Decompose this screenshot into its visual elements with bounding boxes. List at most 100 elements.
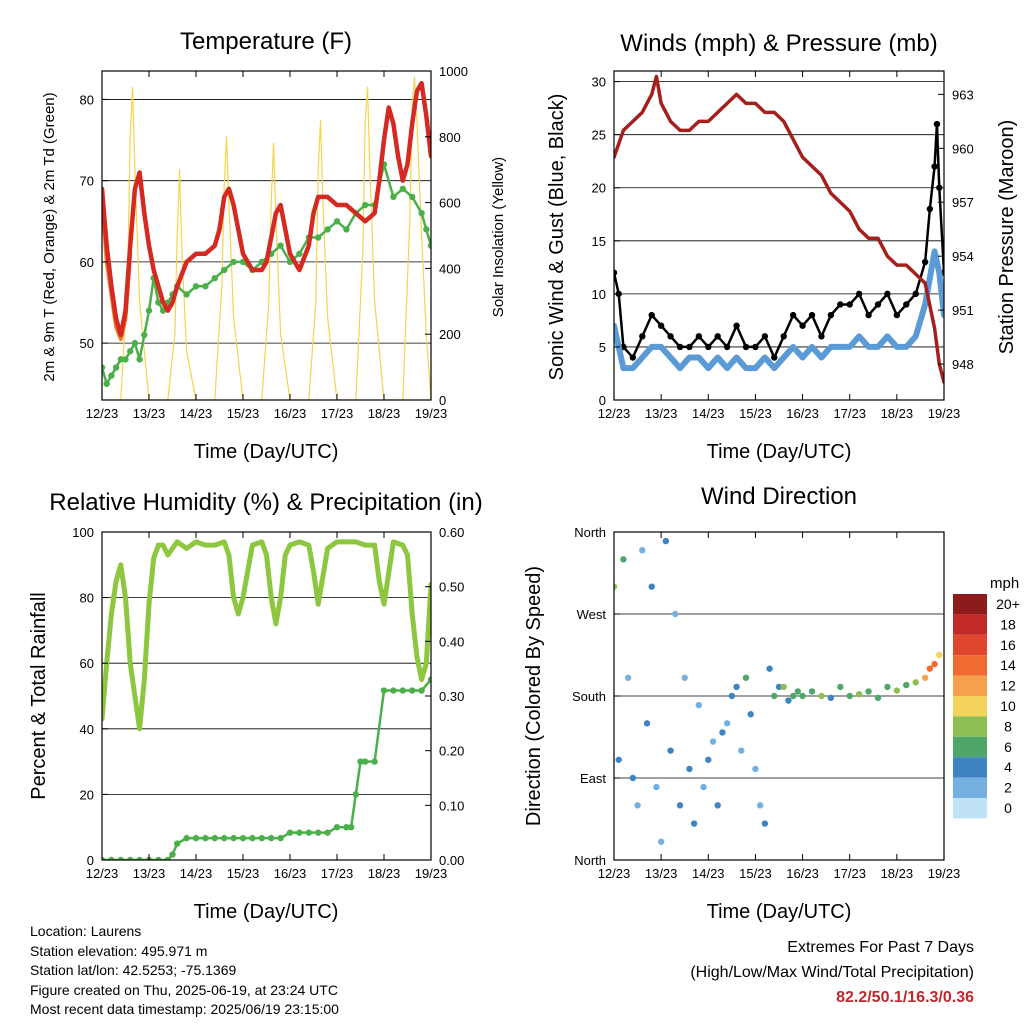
series-point [399, 687, 406, 694]
y-tick-label: 15 [592, 234, 606, 249]
winds-x-ticks: 12/23 13/23 14/23 15/23 16/23 17/23 18/23 19/23 [598, 71, 960, 421]
series-point [695, 333, 703, 340]
series-line [102, 539, 431, 732]
direction-point [808, 688, 816, 695]
temperature-x-label: Time (Day/UTC) [194, 441, 339, 463]
temperature-series [102, 76, 431, 400]
winds-y-label: Sonic Wind & Gust (Blue, Black) [546, 94, 568, 381]
legend-label: 6 [1004, 739, 1012, 755]
humidity-panel: Relative Humidity (%) & Precipitation (i… [28, 489, 483, 923]
series-point [268, 834, 275, 842]
direction-point [723, 720, 731, 727]
series-point [155, 856, 162, 860]
legend-swatch [953, 675, 987, 696]
y2-tick-label: 963 [952, 87, 974, 102]
legend-swatch [953, 696, 987, 717]
legend-swatch [953, 757, 987, 778]
series-point [192, 283, 200, 290]
direction-point [874, 694, 882, 702]
series-point [192, 834, 200, 842]
series-point [742, 343, 750, 351]
winds-y2-label: Station Pressure (Maroon) [996, 120, 1018, 355]
y-tick-label: 80 [80, 92, 94, 107]
series-point [239, 834, 247, 842]
series-point [714, 333, 721, 340]
series-point [324, 829, 331, 836]
direction-gridlines [614, 613, 944, 779]
series-point [136, 356, 143, 363]
series-point [117, 356, 125, 363]
series-point [112, 364, 120, 371]
direction-point [837, 683, 844, 691]
series-point [211, 834, 218, 842]
humidity-y-ticks: 0 20 40 60 80 100 [72, 525, 108, 868]
series-point [912, 290, 919, 298]
series-point [752, 343, 759, 351]
series-line [102, 678, 431, 860]
direction-point [766, 665, 773, 672]
direction-point [700, 783, 707, 791]
x-tick-label: 19/23 [928, 866, 961, 881]
series-point [390, 193, 397, 201]
recent-timestamp: Most recent data timestamp: 2025/06/19 2… [30, 1001, 339, 1017]
series-point [127, 856, 134, 860]
y-tick-label: 20 [592, 181, 606, 196]
direction-point [648, 583, 655, 590]
x-tick-label: 18/23 [881, 406, 914, 421]
series-point [174, 840, 181, 847]
series-line [614, 74, 944, 384]
legend-swatch [953, 716, 987, 737]
speed-legend: mph 20+ 18 16 14 12 10 8 6 4 2 0 [953, 575, 1020, 819]
series-point [352, 791, 359, 798]
direction-y-label: Direction (Colored By Speed) [523, 566, 545, 826]
direction-point [818, 692, 825, 700]
y2-tick-label: 951 [952, 303, 974, 318]
series-point [855, 290, 863, 298]
legend-swatch [953, 736, 987, 758]
x-tick-label: 15/23 [227, 866, 260, 881]
series-point [315, 829, 322, 836]
series-point [409, 687, 416, 694]
series-point [103, 380, 110, 387]
x-tick-label: 17/23 [833, 866, 866, 881]
series-point [837, 301, 844, 308]
series-point [409, 193, 416, 201]
y2-tick-label: 960 [952, 141, 974, 156]
series-point [169, 851, 176, 858]
x-tick-label: 16/23 [274, 406, 307, 421]
winds-frame [613, 70, 945, 401]
series-point [202, 283, 209, 290]
series-point [315, 234, 322, 241]
y2-tick-label: 800 [439, 130, 461, 145]
y-tick-label: 20 [80, 787, 94, 802]
temperature-y2-ticks: 0 200 400 600 800 1000 [425, 64, 468, 408]
legend-label: 8 [1004, 718, 1012, 734]
y-tick-label: 25 [592, 128, 606, 143]
series-point [418, 687, 425, 694]
series-point [258, 834, 265, 842]
series-point [789, 311, 797, 319]
direction-point [686, 765, 693, 773]
x-tick-label: 17/23 [321, 406, 354, 421]
y2-tick-label: 0 [439, 393, 446, 408]
humidity-y-label: Percent & Total Rainfall [28, 592, 50, 800]
series-point [865, 311, 872, 319]
direction-x-ticks: 12/23 13/23 14/23 15/23 16/23 17/23 18/23 19/23 [598, 532, 961, 881]
legend-label: 10 [1000, 698, 1016, 714]
direction-point [789, 692, 797, 700]
series-line [102, 80, 431, 338]
series-point [723, 343, 731, 351]
x-tick-label: 15/23 [227, 406, 260, 421]
series-point [296, 250, 303, 257]
x-tick-label: 13/23 [133, 866, 166, 881]
direction-point [709, 738, 717, 745]
series-point [418, 209, 425, 217]
y-tick-label: North [574, 525, 606, 540]
series-point [780, 333, 787, 340]
series-point [733, 322, 740, 329]
temperature-frame [101, 70, 432, 401]
series-point [277, 242, 284, 249]
y2-tick-label: 400 [439, 261, 461, 276]
x-tick-label: 16/23 [786, 406, 819, 421]
